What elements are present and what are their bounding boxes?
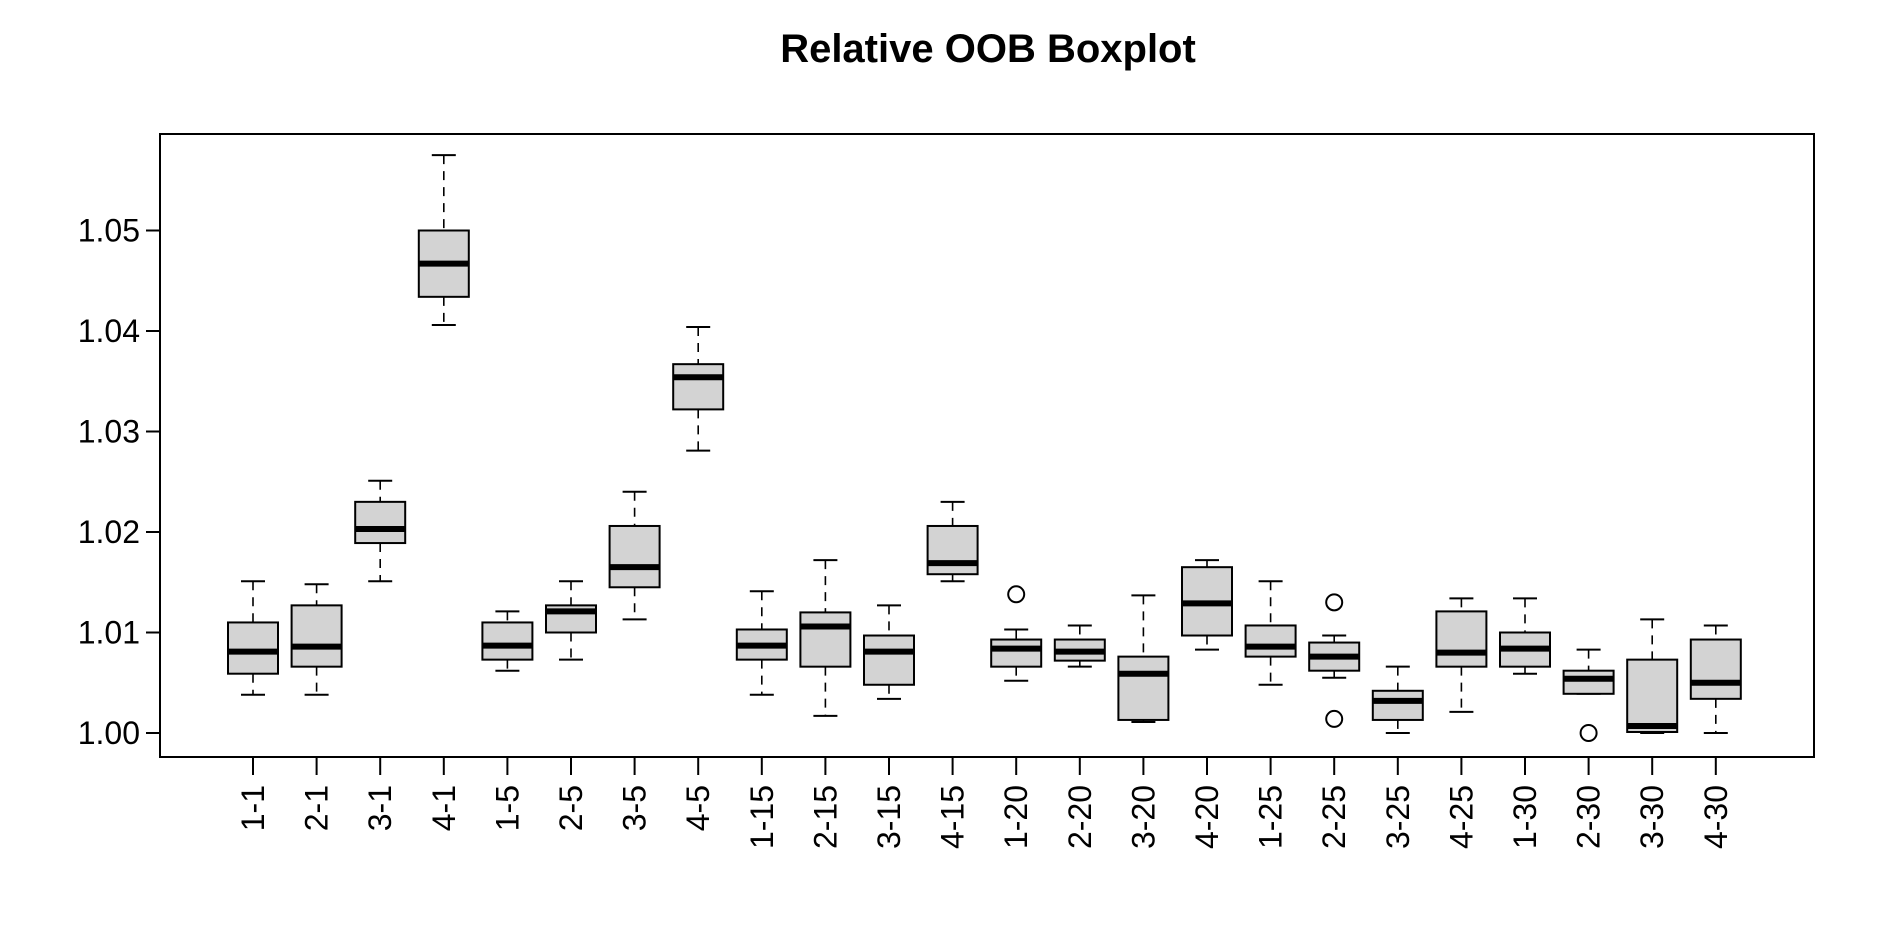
box-2-1 [290,583,343,696]
box-1-1 [227,580,279,696]
box-iqr [1626,658,1679,733]
box-iqr [926,524,979,576]
y-tick-label: 1.05 [78,213,140,249]
box-iqr [1562,669,1615,695]
x-axis: 1-1 2-1 3-1 4-1 1-5 2-5 3-5 4-5 1-15 2-15 3-15 4-15… [235,757,1734,849]
box-4-15 [926,500,979,583]
y-tick-label: 1.02 [78,514,140,550]
x-tick-label: 3-15 [871,785,907,849]
box-4-25 [1435,597,1488,713]
y-tick-label: 1.03 [78,414,140,450]
box-3-25 [1371,665,1424,734]
box-2-25 [1308,593,1361,728]
box-iqr [1244,624,1297,658]
chart-title: Relative OOB Boxplot [780,27,1196,71]
box-iqr [227,621,279,675]
box-iqr [608,524,661,589]
x-tick-label: 3-25 [1380,785,1416,849]
x-tick-label: 4-1 [426,785,462,831]
box-iqr [481,621,534,661]
box-1-15 [735,590,788,696]
box-3-20 [1117,594,1170,723]
box-4-1 [417,154,470,326]
x-tick-label: 2-20 [1062,785,1098,849]
box-2-5 [545,580,597,661]
y-tick-label: 1.04 [78,313,140,349]
box-1-30 [1499,597,1551,675]
box-series [227,154,1742,742]
x-tick-label: 4-30 [1698,785,1734,849]
box-iqr [354,500,407,545]
x-tick-label: 4-15 [935,785,971,849]
x-tick-label: 1-30 [1507,785,1543,849]
x-tick-label: 1-20 [998,785,1034,849]
x-tick-label: 3-5 [617,785,653,831]
plot-area-frame [159,133,1815,758]
y-axis: 1.00 1.01 1.02 1.03 1.04 1.05 [78,213,160,751]
x-tick-label: 2-25 [1316,785,1352,849]
x-tick-label: 3-20 [1125,785,1161,849]
box-iqr [1689,638,1742,700]
box-iqr [990,638,1043,668]
box-2-15 [799,559,852,717]
box-4-20 [1181,559,1233,651]
box-3-1 [354,479,407,583]
box-iqr [290,604,343,668]
box-iqr [1435,610,1488,668]
box-4-30 [1689,624,1742,734]
box-1-25 [1244,580,1297,686]
x-tick-label: 3-30 [1634,785,1670,849]
box-1-5 [481,610,534,672]
y-tick-label: 1.00 [78,715,140,751]
y-tick-label: 1.01 [78,615,140,651]
box-iqr [1117,655,1170,721]
x-tick-label: 2-5 [553,785,589,831]
box-3-30 [1626,618,1679,734]
box-3-5 [608,490,661,621]
x-tick-label: 3-1 [362,785,398,831]
box-3-15 [863,604,915,700]
box-iqr [672,363,725,411]
x-tick-label: 1-25 [1253,785,1289,849]
box-4-5 [672,325,725,452]
box-iqr [863,634,915,686]
x-tick-label: 1-15 [744,785,780,849]
box-iqr [799,611,852,668]
x-tick-label: 1-5 [489,785,525,831]
x-tick-label: 2-15 [807,785,843,849]
outlier-point [1579,724,1598,742]
x-tick-label: 1-1 [235,785,271,831]
outlier-point [1325,709,1344,728]
x-tick-label: 4-5 [680,785,716,831]
x-tick-label: 4-25 [1443,785,1479,849]
outlier-point [1325,593,1344,612]
x-tick-label: 4-20 [1189,785,1225,849]
box-iqr [1371,689,1424,721]
x-tick-label: 2-1 [299,785,335,831]
x-tick-label: 2-30 [1571,785,1607,849]
outlier-point [1007,585,1026,604]
box-2-20 [1053,624,1106,668]
box-1-20 [990,585,1043,682]
box-2-30 [1562,648,1615,742]
